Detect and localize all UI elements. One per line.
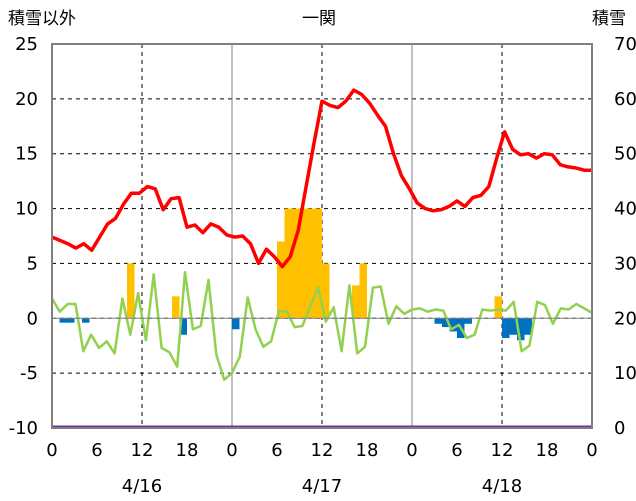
left-y-tick: 15: [15, 144, 38, 165]
precip-bar: [509, 318, 517, 335]
precip-bar: [524, 318, 532, 335]
date-labels: 4/16 4/17 4/18: [122, 476, 522, 497]
precip-bar: [502, 318, 510, 339]
precip-bar: [352, 285, 360, 319]
right-y-tick: 30: [614, 253, 636, 274]
date-label: 4/17: [302, 476, 342, 497]
temperature-line: [51, 88, 592, 269]
x-tick: 18: [356, 440, 379, 461]
precip-bar: [292, 208, 300, 319]
precip-bar: [359, 263, 367, 319]
precip-bar: [59, 318, 67, 323]
right-axis-label: 積雪: [592, 9, 626, 29]
right-y-tick: 20: [614, 308, 636, 329]
precip-bar: [494, 296, 502, 319]
precip-bar: [442, 318, 450, 328]
left-y-tick: -5: [20, 363, 38, 384]
precip-bar: [464, 318, 472, 324]
precip-bar: [434, 318, 442, 324]
left-axis-label: 積雪以外: [8, 9, 76, 29]
left-y-tick: 20: [15, 89, 38, 110]
precip-bar: [284, 208, 292, 319]
plot-frame: [51, 43, 593, 429]
date-label: 4/16: [122, 476, 162, 497]
left-y-tick: 0: [27, 308, 38, 329]
x-tick: 0: [406, 440, 417, 461]
precip-bar: [82, 318, 90, 323]
precip-bar: [449, 318, 457, 332]
precip-bar: [127, 263, 135, 319]
right-y-tick: 10: [614, 363, 636, 384]
right-y-tick: 70: [614, 34, 636, 55]
right-y-tick: 0: [614, 418, 625, 439]
wind-line: [50, 270, 593, 381]
chart-title: 一関: [302, 9, 336, 29]
precip-bar: [277, 241, 285, 319]
precip-bar: [517, 318, 525, 341]
x-ticks: 0 6 12 18 0 6 12 18 0 6 12 18 0: [46, 440, 597, 461]
precip-bar: [232, 318, 240, 330]
left-y-tick: 10: [15, 199, 38, 220]
x-tick: 0: [46, 440, 57, 461]
precip-bar: [172, 296, 180, 319]
x-tick: 12: [131, 440, 154, 461]
left-y-tick: -10: [9, 418, 38, 439]
left-y-tick: 5: [27, 253, 38, 274]
precip-bar: [67, 318, 75, 323]
right-y-ticks: 70 60 50 40 30 20 10 0: [614, 34, 636, 439]
precip-bar: [179, 318, 187, 335]
x-tick: 6: [271, 440, 282, 461]
precip-bar: [322, 263, 330, 319]
precip-bar: [307, 208, 315, 319]
x-tick: 6: [91, 440, 102, 461]
x-tick: 0: [226, 440, 237, 461]
x-tick: 18: [536, 440, 559, 461]
left-y-ticks: 25 20 15 10 5 0 -5 -10: [9, 34, 38, 439]
x-tick: 18: [176, 440, 199, 461]
right-y-tick: 60: [614, 89, 636, 110]
precip-bar: [314, 208, 322, 319]
x-tick: 6: [451, 440, 462, 461]
precip-bar: [299, 208, 307, 319]
left-y-tick: 25: [15, 34, 38, 55]
date-label: 4/18: [482, 476, 522, 497]
x-tick: 12: [311, 440, 334, 461]
x-tick: 12: [491, 440, 514, 461]
right-y-tick: 50: [614, 144, 636, 165]
precip-bars: [59, 208, 532, 341]
right-y-tick: 40: [614, 199, 636, 220]
x-tick: 0: [586, 440, 597, 461]
